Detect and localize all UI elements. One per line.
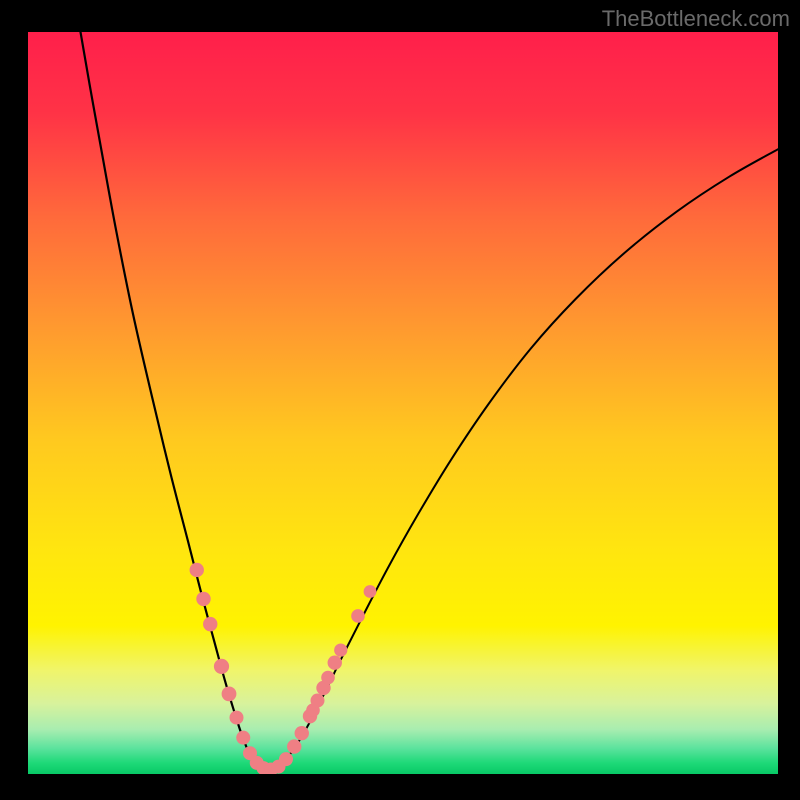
data-dot [222, 686, 237, 701]
data-dot [230, 711, 244, 725]
data-dot [295, 726, 309, 740]
plot-area [28, 32, 778, 774]
figure-root: TheBottleneck.com [0, 0, 800, 800]
data-dot [334, 643, 347, 656]
data-dot [279, 752, 293, 766]
data-dot [196, 592, 210, 606]
data-dot [364, 585, 377, 598]
data-dot [203, 617, 217, 631]
data-dot [190, 563, 204, 577]
data-dot [328, 656, 342, 670]
data-dot [236, 731, 250, 745]
data-dot [287, 739, 301, 753]
data-dot [214, 659, 229, 674]
plot-svg [28, 32, 778, 774]
data-dot [311, 694, 325, 708]
data-dot [351, 609, 365, 623]
gradient-background [28, 32, 778, 774]
watermark-text: TheBottleneck.com [602, 6, 790, 32]
data-dot [321, 671, 335, 685]
